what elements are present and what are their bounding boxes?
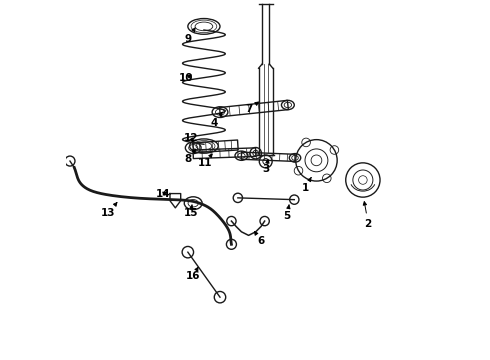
Text: 6: 6 (255, 231, 265, 246)
Text: 12: 12 (183, 133, 198, 143)
Text: 10: 10 (179, 73, 194, 83)
Text: 3: 3 (263, 159, 270, 174)
Text: 4: 4 (211, 112, 222, 128)
Text: 11: 11 (198, 154, 212, 168)
Text: 7: 7 (245, 102, 258, 114)
Text: 1: 1 (301, 177, 311, 193)
Text: 8: 8 (184, 149, 196, 164)
Text: 13: 13 (101, 203, 117, 218)
Text: 2: 2 (363, 202, 372, 229)
Text: 5: 5 (284, 205, 291, 221)
Text: 9: 9 (184, 28, 195, 44)
Text: 14: 14 (156, 189, 171, 199)
Text: 16: 16 (186, 267, 200, 281)
Text: 15: 15 (183, 205, 198, 218)
